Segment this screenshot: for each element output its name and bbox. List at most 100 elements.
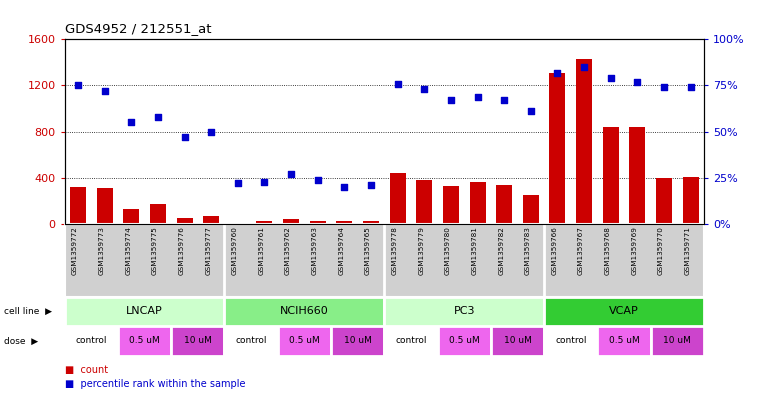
Text: GDS4952 / 212551_at: GDS4952 / 212551_at xyxy=(65,22,212,35)
Text: GSM1359767: GSM1359767 xyxy=(578,226,584,275)
Bar xyxy=(544,326,597,356)
Text: GSM1359773: GSM1359773 xyxy=(99,226,104,275)
Text: GSM1359760: GSM1359760 xyxy=(232,226,237,275)
Bar xyxy=(118,326,171,356)
Text: GSM1359782: GSM1359782 xyxy=(498,226,504,275)
Bar xyxy=(438,326,491,356)
Text: control: control xyxy=(75,336,107,345)
Point xyxy=(205,129,218,135)
Text: control: control xyxy=(395,336,427,345)
Point xyxy=(258,178,271,185)
Text: 10 uM: 10 uM xyxy=(664,336,691,345)
Bar xyxy=(65,326,118,356)
Text: GSM1359776: GSM1359776 xyxy=(179,226,184,275)
Text: GSM1359770: GSM1359770 xyxy=(658,226,664,275)
Point xyxy=(498,97,510,103)
Point xyxy=(631,79,643,85)
Bar xyxy=(416,180,432,224)
Bar xyxy=(224,326,278,356)
Bar xyxy=(651,326,704,356)
Text: GSM1359783: GSM1359783 xyxy=(525,226,530,275)
Text: 10 uM: 10 uM xyxy=(184,336,212,345)
Text: LNCAP: LNCAP xyxy=(126,307,163,316)
Bar xyxy=(230,223,246,224)
Text: control: control xyxy=(555,336,587,345)
Point xyxy=(125,119,137,125)
Bar xyxy=(491,326,544,356)
Text: PC3: PC3 xyxy=(454,307,475,316)
Bar xyxy=(390,173,406,224)
Text: 0.5 uM: 0.5 uM xyxy=(609,336,639,345)
Point xyxy=(231,180,244,187)
Text: GSM1359775: GSM1359775 xyxy=(152,226,158,275)
Text: GSM1359779: GSM1359779 xyxy=(419,226,425,275)
Text: GSM1359768: GSM1359768 xyxy=(605,226,610,275)
Bar xyxy=(256,221,272,224)
Bar xyxy=(384,297,544,326)
Text: GSM1359763: GSM1359763 xyxy=(312,226,318,275)
Text: 0.5 uM: 0.5 uM xyxy=(129,336,160,345)
Bar xyxy=(523,195,539,224)
Bar xyxy=(576,59,592,224)
Text: NCIH660: NCIH660 xyxy=(280,307,329,316)
Text: GSM1359777: GSM1359777 xyxy=(205,226,211,275)
Point xyxy=(551,70,563,76)
Text: GSM1359780: GSM1359780 xyxy=(445,226,451,275)
Text: 0.5 uM: 0.5 uM xyxy=(289,336,320,345)
Bar xyxy=(443,187,459,224)
Text: 10 uM: 10 uM xyxy=(504,336,531,345)
Bar xyxy=(224,297,384,326)
Bar xyxy=(331,326,384,356)
Bar xyxy=(629,127,645,224)
Text: ■  count: ■ count xyxy=(65,365,108,375)
Text: cell line  ▶: cell line ▶ xyxy=(4,307,52,316)
Text: ■  percentile rank within the sample: ■ percentile rank within the sample xyxy=(65,379,245,389)
Point xyxy=(444,97,457,103)
Point xyxy=(524,108,537,114)
Bar xyxy=(65,297,224,326)
Point xyxy=(178,134,190,140)
Text: control: control xyxy=(235,336,267,345)
Point xyxy=(684,84,696,90)
Text: GSM1359781: GSM1359781 xyxy=(472,226,478,275)
Text: GSM1359766: GSM1359766 xyxy=(552,226,557,275)
Bar xyxy=(310,221,326,224)
Point xyxy=(338,184,350,190)
Bar xyxy=(384,326,438,356)
Text: VCAP: VCAP xyxy=(609,307,639,316)
Text: GSM1359761: GSM1359761 xyxy=(259,226,265,275)
Point xyxy=(391,81,403,87)
Text: GSM1359764: GSM1359764 xyxy=(339,226,344,275)
Bar xyxy=(203,216,219,224)
Bar xyxy=(549,73,565,224)
Bar xyxy=(683,177,699,224)
Bar xyxy=(363,221,379,224)
Point xyxy=(419,86,431,92)
Bar xyxy=(97,188,113,224)
Point xyxy=(72,83,84,89)
Text: GSM1359765: GSM1359765 xyxy=(365,226,371,275)
Bar xyxy=(177,218,193,224)
Point xyxy=(151,114,164,120)
Bar xyxy=(278,326,331,356)
Point xyxy=(471,94,484,100)
Point xyxy=(604,75,616,81)
Point xyxy=(98,88,111,94)
Point xyxy=(658,84,670,90)
Bar xyxy=(544,297,704,326)
Text: GSM1359771: GSM1359771 xyxy=(685,226,690,275)
Text: GSM1359778: GSM1359778 xyxy=(392,226,397,275)
Text: GSM1359774: GSM1359774 xyxy=(126,226,131,275)
Text: 0.5 uM: 0.5 uM xyxy=(449,336,479,345)
Bar xyxy=(171,326,224,356)
Bar xyxy=(496,185,512,224)
Bar xyxy=(656,178,672,224)
Text: GSM1359769: GSM1359769 xyxy=(632,226,637,275)
Text: dose  ▶: dose ▶ xyxy=(4,336,38,345)
Bar xyxy=(597,326,651,356)
Bar xyxy=(123,209,139,224)
Bar xyxy=(70,187,86,224)
Text: 10 uM: 10 uM xyxy=(344,336,371,345)
Point xyxy=(365,182,377,188)
Bar xyxy=(336,221,352,224)
